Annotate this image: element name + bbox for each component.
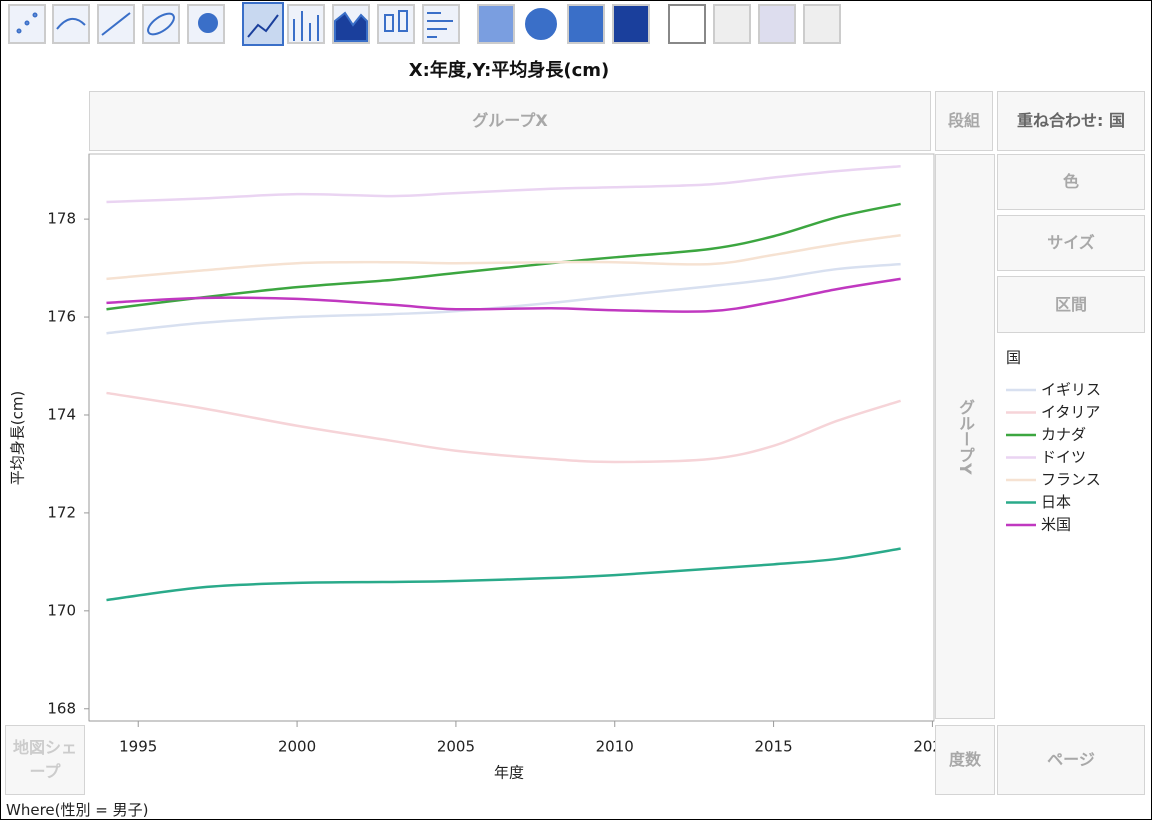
page-zone[interactable]: ページ [997, 725, 1145, 795]
group-x-zone[interactable]: グループX [89, 91, 931, 151]
y-tick-label: 178 [47, 210, 76, 228]
y-axis-title: 平均身長(cm) [9, 391, 27, 486]
interval-zone[interactable]: 区間 [997, 276, 1145, 333]
x-axis-title: 年度 [494, 764, 524, 782]
legend-label: イタリア [1041, 403, 1100, 421]
y-tick-label: 168 [47, 699, 76, 717]
legend-label: フランス [1041, 471, 1101, 489]
x-tick-label: 2015 [754, 738, 792, 756]
size-zone[interactable]: サイズ [997, 215, 1145, 271]
toolbar [8, 2, 841, 46]
y-tick-label: 170 [47, 601, 76, 619]
where-filter: Where(性別 = 男子) [6, 801, 149, 819]
x-tick-label: 2010 [596, 738, 634, 756]
x-tick-label: 1995 [119, 738, 157, 756]
color-zone[interactable]: 色 [997, 154, 1145, 210]
legend-label: ドイツ [1041, 448, 1086, 466]
x-tick-label: 2000 [278, 738, 316, 756]
graph-title: X:年度,Y:平均身長(cm) [408, 60, 610, 81]
series-line [106, 202, 901, 311]
freq-zone[interactable]: 度数 [935, 725, 995, 795]
series-line [106, 391, 902, 464]
overlay-zone[interactable]: 重ね合わせ: 国 [997, 91, 1145, 151]
series-line [106, 234, 901, 281]
series-line [106, 277, 901, 313]
legend-label: 米国 [1041, 516, 1071, 534]
map-shape-zone[interactable]: 地図シェープ [5, 725, 85, 795]
legend-label: 日本 [1041, 493, 1071, 511]
y-tick-label: 172 [47, 503, 76, 521]
group-y-zone[interactable]: グループY [935, 154, 995, 719]
legend-label: イギリス [1041, 381, 1101, 399]
x-tick-label: 2005 [437, 738, 475, 756]
series-line [106, 164, 901, 204]
wrap-zone[interactable]: 段組 [935, 91, 993, 151]
legend-label: カナダ [1041, 426, 1086, 444]
series-line [106, 262, 901, 335]
plot-frame [88, 153, 935, 722]
series-line [106, 547, 901, 602]
y-tick-label: 174 [47, 405, 76, 423]
y-tick-label: 176 [47, 308, 76, 326]
legend-title: 国 [1006, 349, 1021, 367]
